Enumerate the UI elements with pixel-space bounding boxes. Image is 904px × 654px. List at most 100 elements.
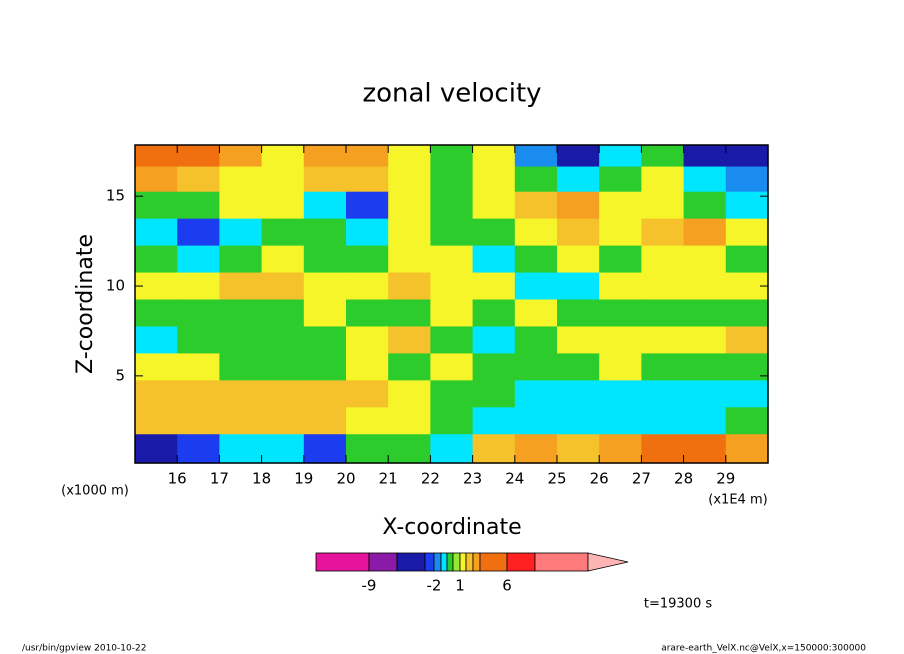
contour-cell — [683, 380, 727, 408]
contour-cell — [641, 434, 685, 464]
plot-frame — [134, 144, 769, 464]
contour-cell — [557, 434, 600, 464]
colorbar-segment — [396, 552, 426, 572]
contour-cell — [219, 191, 263, 220]
contour-cell — [388, 434, 431, 464]
contour-cell — [177, 434, 220, 464]
colorbar-tick-label: -2 — [427, 577, 442, 595]
contour-cell — [641, 272, 685, 301]
contour-cell — [725, 380, 769, 408]
contour-cell — [514, 191, 558, 220]
contour-cell — [430, 380, 474, 408]
contour-cell — [388, 218, 431, 247]
contour-cell — [557, 299, 600, 328]
contour-cell — [303, 353, 347, 381]
x-axis-label: X-coordinate — [382, 515, 521, 540]
contour-cell — [346, 353, 389, 381]
contour-cell — [261, 245, 305, 274]
x-tick-label: 18 — [252, 470, 271, 488]
contour-cell — [472, 299, 516, 328]
contour-cell — [430, 407, 474, 435]
contour-cell — [430, 434, 474, 464]
contour-cell — [641, 407, 685, 435]
x-tick-label: 21 — [379, 470, 398, 488]
contour-cell — [135, 353, 178, 381]
contour-cell — [514, 434, 558, 464]
colorbar-segment — [506, 552, 536, 572]
x-tick-label: 29 — [716, 470, 735, 488]
contour-cell — [557, 218, 600, 247]
colorbar-segment — [433, 552, 442, 572]
x-tick-label: 27 — [632, 470, 651, 488]
contour-cell — [303, 166, 347, 193]
contour-cell — [388, 166, 431, 193]
colorbar-segment — [452, 552, 461, 572]
colorbar-segment — [315, 552, 370, 572]
colorbar-segment — [440, 552, 448, 572]
contour-cell — [388, 380, 431, 408]
contour-cell — [388, 191, 431, 220]
contour-cell — [641, 145, 685, 168]
contour-cell — [725, 299, 769, 328]
contour-cell — [725, 145, 769, 168]
contour-cell — [177, 299, 220, 328]
contour-cell — [303, 407, 347, 435]
contour-cell — [430, 166, 474, 193]
contour-cell — [261, 299, 305, 328]
contour-cell — [177, 326, 220, 355]
contour-cell — [514, 218, 558, 247]
contour-cell — [261, 434, 305, 464]
contour-cell — [177, 272, 220, 301]
y-tick-label: 15 — [106, 187, 125, 205]
colorbar-segment — [465, 552, 474, 572]
colorbar-segment — [424, 552, 435, 572]
contour-cell — [472, 434, 516, 464]
contour-cell — [683, 272, 727, 301]
contour-cell — [346, 380, 389, 408]
x-tick-label: 24 — [505, 470, 524, 488]
contour-cell — [135, 166, 178, 193]
contour-cell — [599, 353, 642, 381]
contour-cell — [346, 166, 389, 193]
colorbar-segment — [446, 552, 454, 572]
contour-cell — [346, 191, 389, 220]
contour-cell — [557, 145, 600, 168]
contour-cell — [303, 218, 347, 247]
contour-cell — [303, 145, 347, 168]
footer-right: arare-earth_VelX.nc@VelX,x=150000:300000 — [661, 644, 866, 654]
contour-cell — [430, 326, 474, 355]
contour-cell — [557, 272, 600, 301]
contour-cell — [599, 245, 642, 274]
contour-cell — [303, 245, 347, 274]
contour-cell — [135, 434, 178, 464]
contour-cell — [219, 245, 263, 274]
contour-cell — [599, 166, 642, 193]
contour-cell — [472, 407, 516, 435]
contour-cell — [261, 326, 305, 355]
contour-cell — [346, 407, 389, 435]
contour-cell — [303, 326, 347, 355]
contour-cell — [683, 434, 727, 464]
x-tick-label: 28 — [674, 470, 693, 488]
contour-cell — [135, 407, 178, 435]
contour-cell — [261, 272, 305, 301]
contour-cell — [346, 218, 389, 247]
contour-cell — [346, 145, 389, 168]
contour-cell — [261, 166, 305, 193]
x-unit: (x1E4 m) — [708, 493, 767, 508]
colorbar-segment — [459, 552, 467, 572]
x-tick-label: 26 — [590, 470, 609, 488]
contour-cell — [599, 326, 642, 355]
y-axis-label: Z-coordinate — [73, 234, 98, 374]
contour-cell — [725, 166, 769, 193]
contour-cell — [346, 299, 389, 328]
contour-cell — [219, 166, 263, 193]
contour-cell — [219, 407, 263, 435]
contour-cell — [514, 353, 558, 381]
contour-cell — [683, 353, 727, 381]
contour-cell — [135, 380, 178, 408]
contour-cell — [219, 218, 263, 247]
contour-cell — [388, 326, 431, 355]
contour-cell — [599, 145, 642, 168]
contour-cell — [261, 218, 305, 247]
